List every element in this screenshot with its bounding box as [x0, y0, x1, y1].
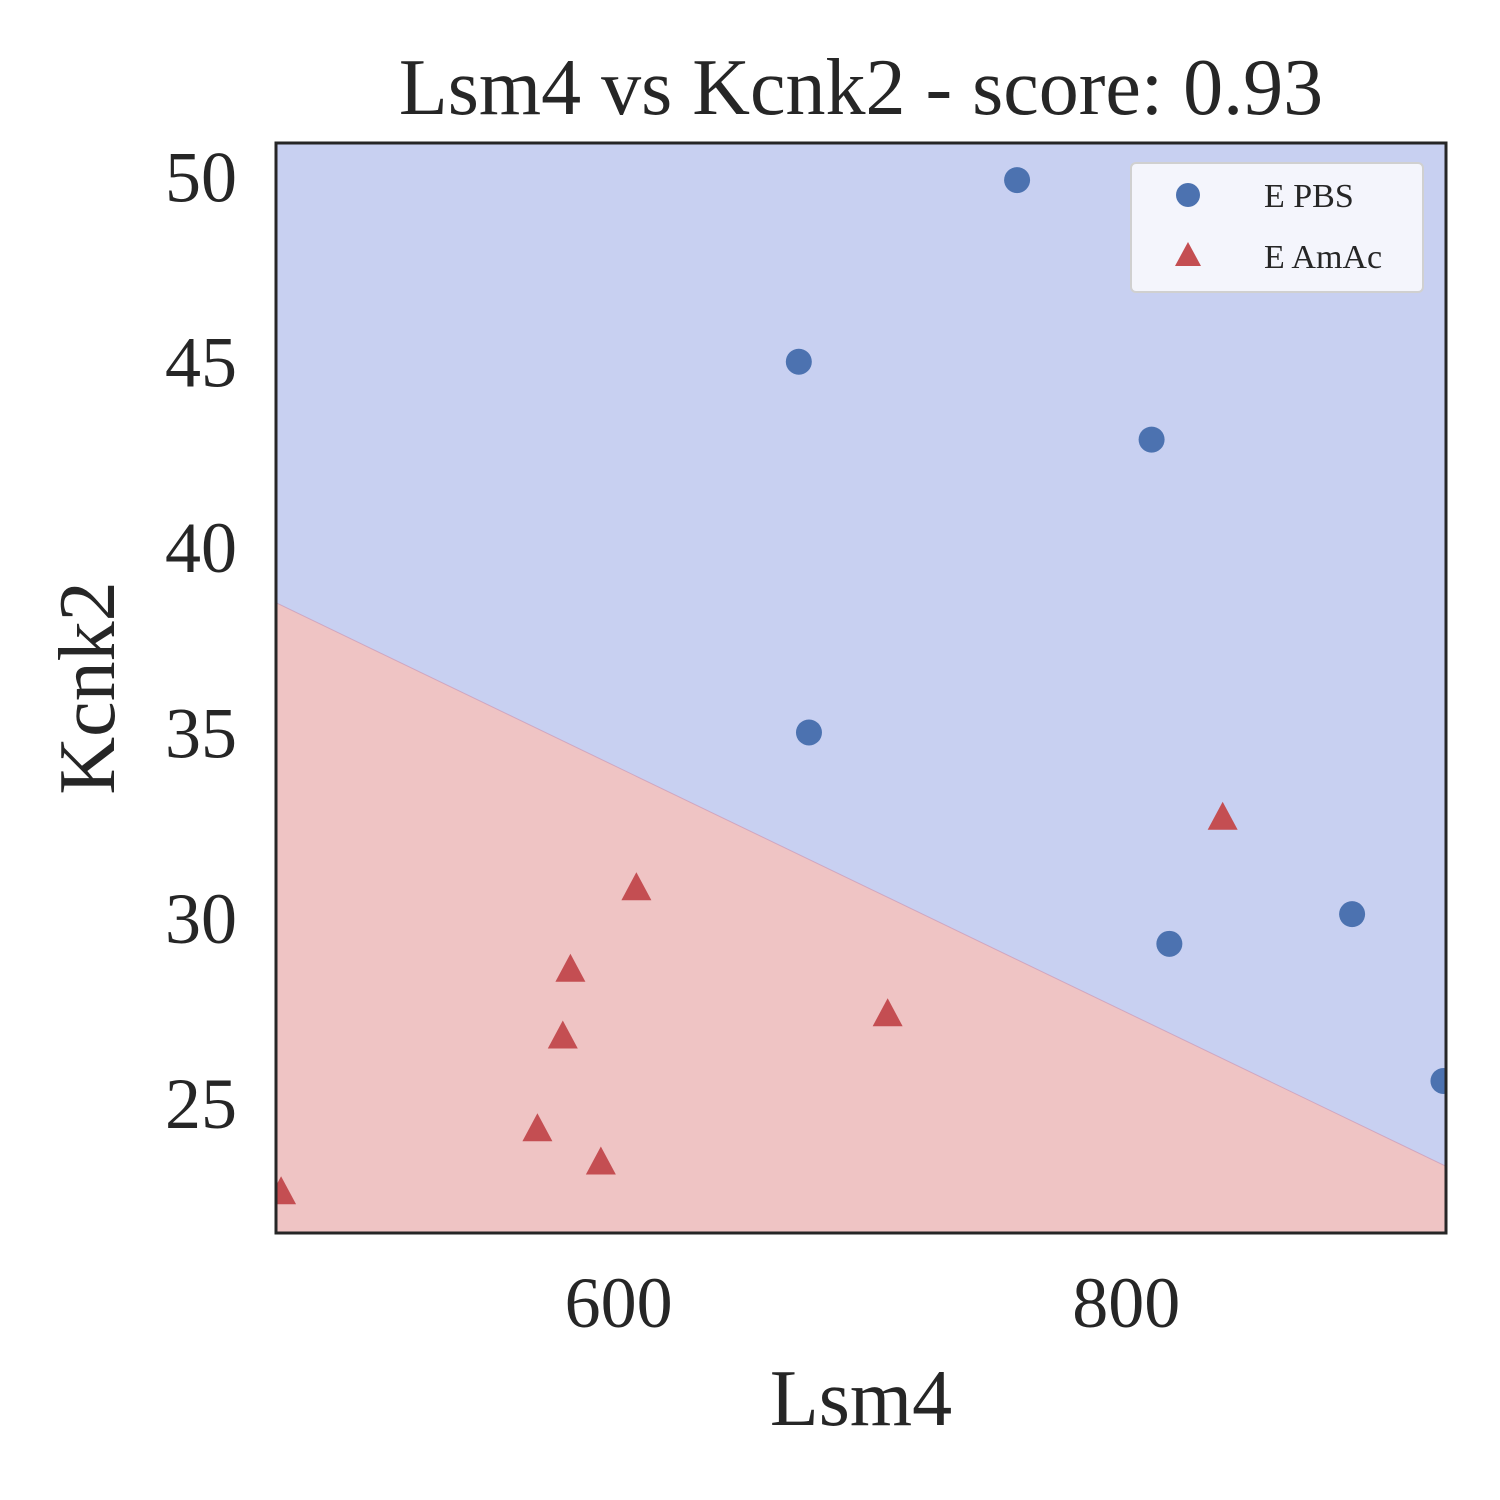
point-series-0-6 [1430, 1068, 1456, 1094]
x-axis-label: Lsm4 [770, 1355, 952, 1443]
plot-area [276, 143, 1446, 1233]
y-tick-label-4: 45 [165, 323, 237, 403]
legend: E PBS E AmAc [1131, 163, 1423, 292]
legend-label-e-amac: E AmAc [1264, 239, 1382, 276]
x-tick-labels: 600 800 [565, 1263, 1181, 1343]
point-series-0-5 [1339, 901, 1365, 927]
point-series-0-4 [1156, 931, 1182, 957]
y-tick-label-0: 25 [165, 1064, 237, 1144]
point-series-0-3 [796, 719, 822, 745]
y-tick-label-5: 50 [165, 137, 237, 217]
y-tick-label-1: 30 [165, 879, 237, 959]
point-series-0-2 [1139, 427, 1165, 453]
legend-label-e-pbs: E PBS [1264, 178, 1354, 215]
y-tick-label-2: 35 [165, 693, 237, 773]
x-tick-label-0: 600 [565, 1263, 673, 1343]
y-tick-label-3: 40 [165, 508, 237, 588]
legend-marker-e-pbs [1176, 183, 1200, 207]
chart-title: Lsm4 vs Kcnk2 - score: 0.93 [399, 44, 1323, 132]
point-series-0-1 [786, 349, 812, 375]
point-series-0-0 [1004, 167, 1030, 193]
y-tick-labels: 25 30 35 40 45 50 [165, 137, 237, 1144]
y-axis-label: Kcnk2 [44, 581, 132, 794]
x-tick-label-1: 800 [1072, 1263, 1180, 1343]
